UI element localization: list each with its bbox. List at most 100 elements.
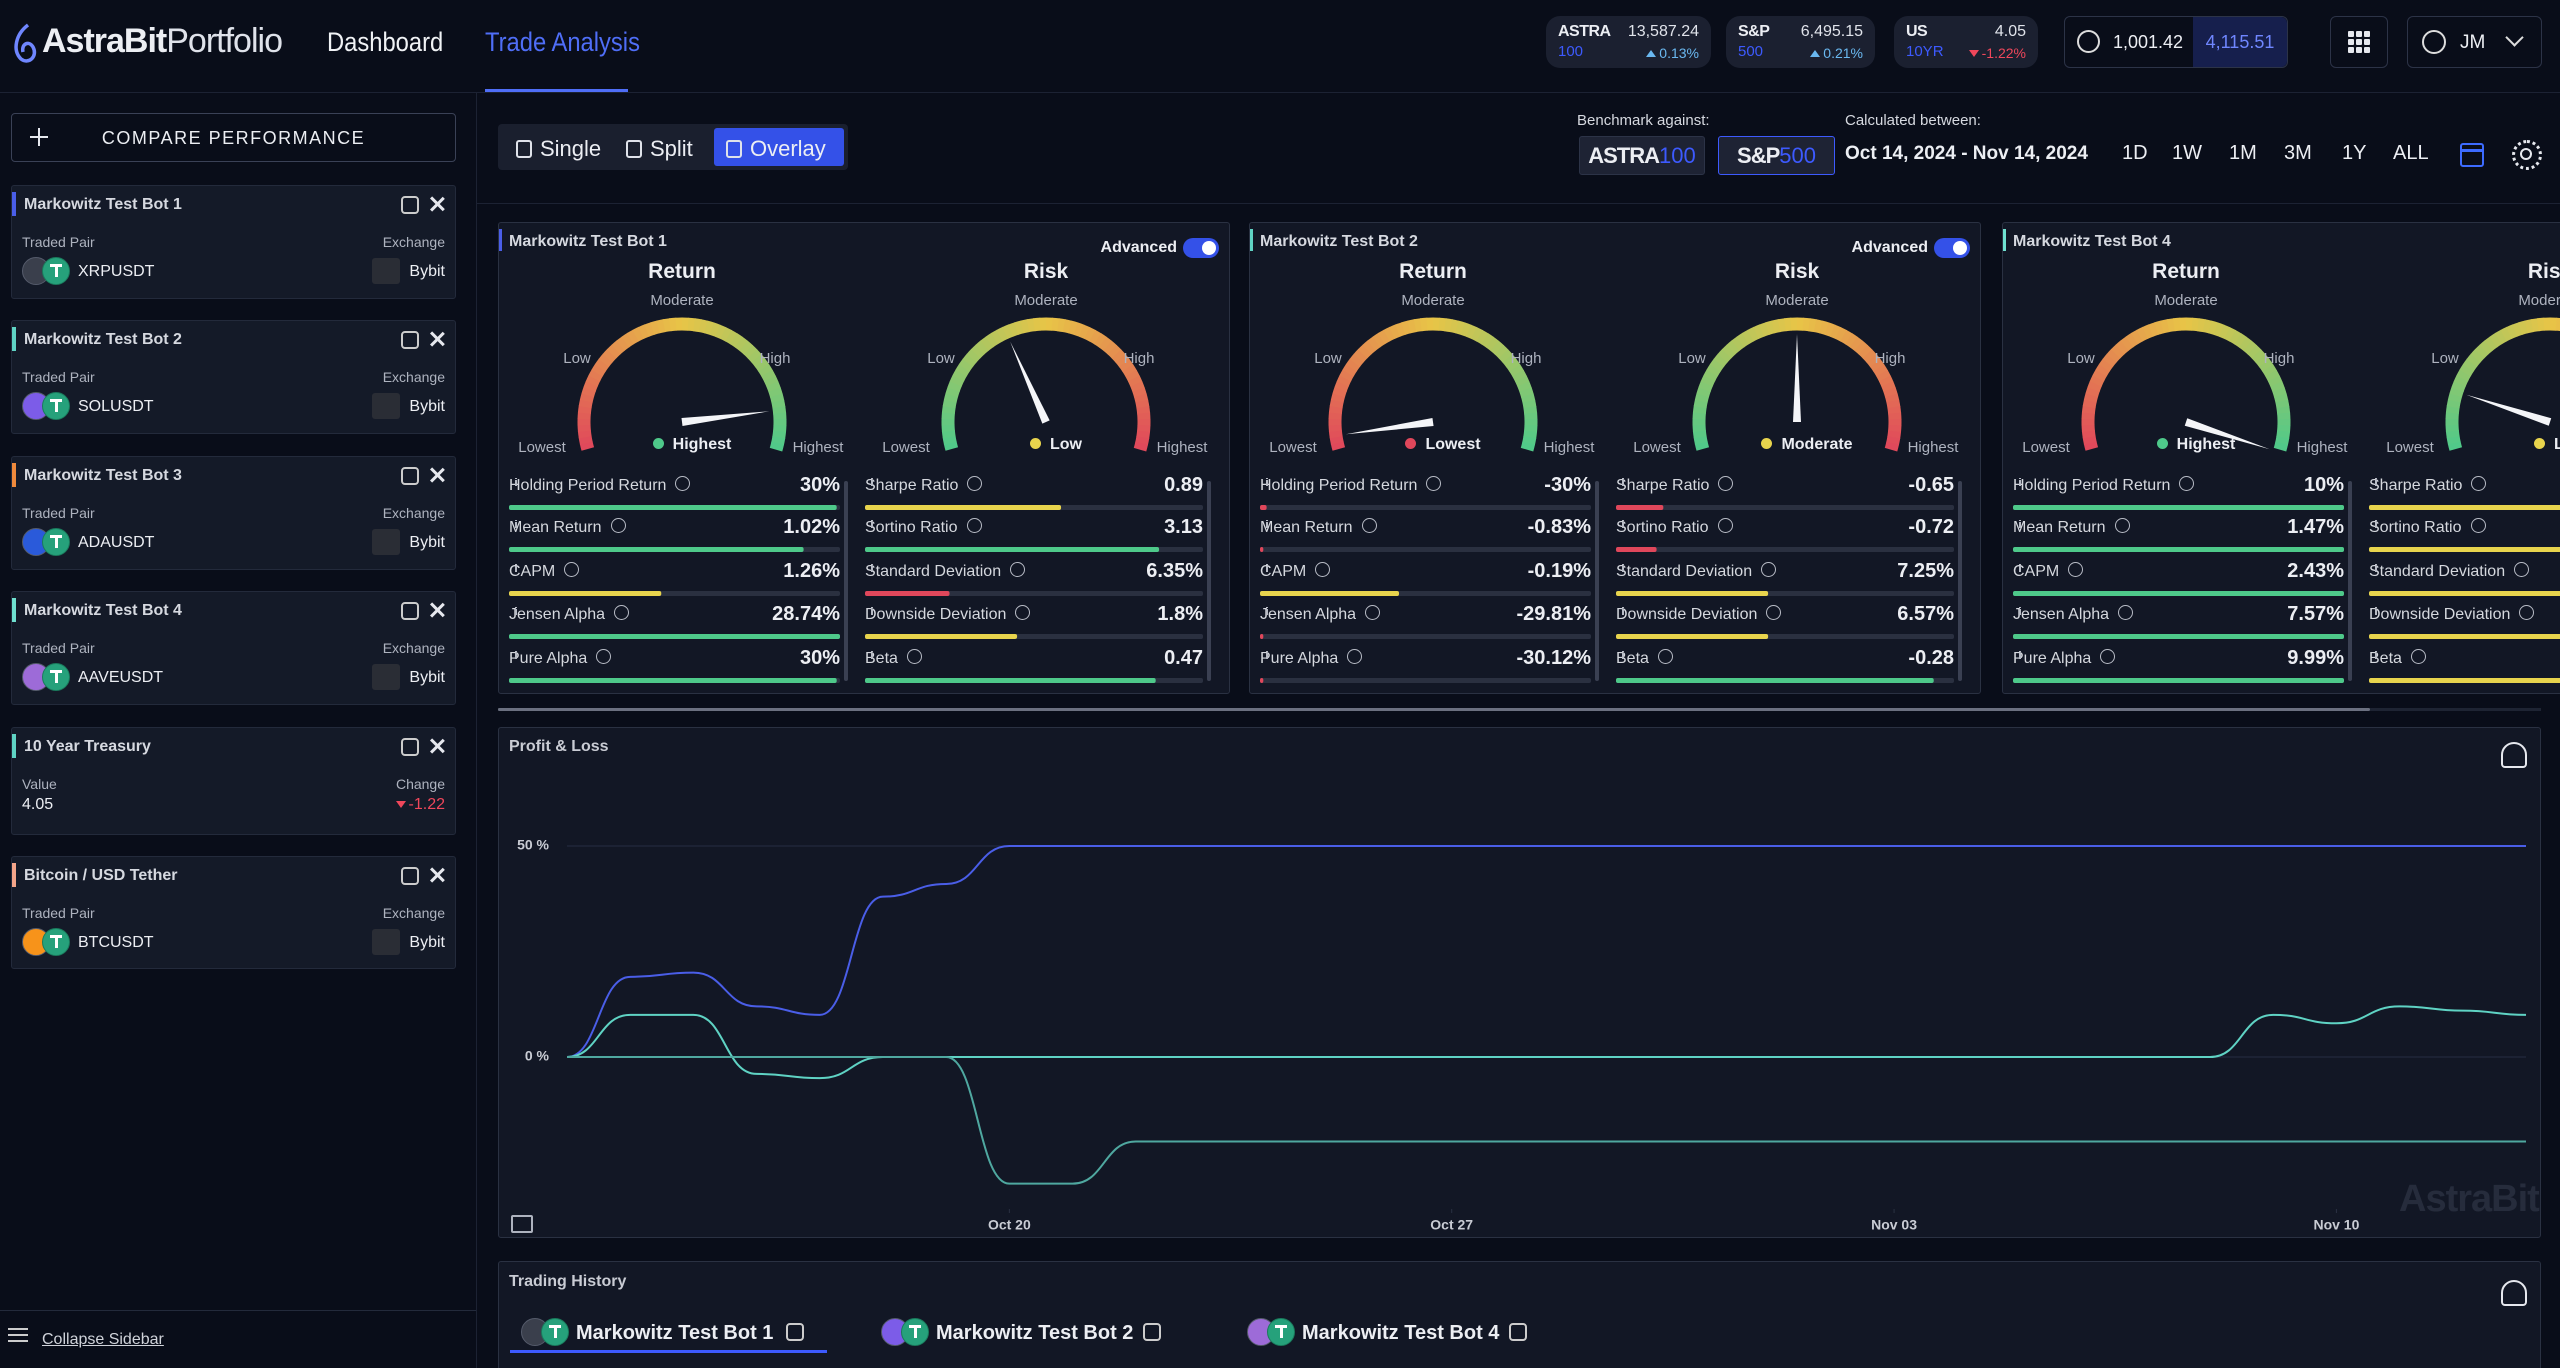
exchange: Bybit (409, 534, 445, 551)
ticker: S&P 500 6,495.15 0.21% (1726, 16, 1875, 68)
metric-value: 1.8% (1157, 603, 1203, 625)
gauge-highest: Highest (1543, 439, 1595, 456)
gauge-high: High (2263, 350, 2295, 367)
logo: AstraBitPortfolio (42, 22, 283, 61)
info-icon (1717, 518, 1733, 533)
compare-button[interactable]: COMPARE PERFORMANCE (11, 113, 456, 162)
advanced-toggle[interactable] (1183, 238, 1219, 258)
advanced-toggle[interactable] (1934, 238, 1970, 258)
benchmark-option[interactable]: ASTRA100 (1579, 136, 1705, 175)
scrollbar (1958, 481, 1962, 681)
card-action[interactable] (401, 467, 419, 485)
metric-label: Jensen Alpha (2013, 605, 2134, 624)
sidebar-card[interactable]: Markowitz Test Bot 2 Traded Pair SOLUSDT Ex… (11, 320, 456, 434)
view-button[interactable]: Overlay (714, 128, 844, 166)
add-button[interactable] (2501, 1280, 2527, 1306)
ticker-change: 0.21% (1810, 45, 1863, 61)
logo-icon (14, 23, 37, 63)
pair: BTCUSDT (78, 934, 154, 951)
metric-bar (2369, 634, 2560, 639)
reading-text: Highest (672, 436, 732, 453)
gauge-reading: Lowest (1343, 436, 1543, 454)
nav-link[interactable]: Dashboard (327, 27, 444, 57)
gauge-lowest: Lowest (1269, 439, 1317, 456)
add-button[interactable] (2501, 742, 2527, 768)
sidebar-card[interactable]: 10 Year Treasury Value 4.05 Change -1.22 (11, 727, 456, 835)
history-tab[interactable]: Markowitz Test Bot 2 (881, 1318, 1211, 1354)
card-action[interactable] (401, 196, 419, 214)
card-action[interactable] (401, 602, 419, 620)
view-button[interactable]: Split (614, 128, 710, 166)
exchange: Bybit (409, 263, 445, 280)
coin-stroke (54, 264, 58, 277)
wallet[interactable]: 1,001.42 4,115.51 (2064, 16, 2288, 68)
history-panel: Trading History Markowitz Test Bot 1 Marko… (498, 1261, 2541, 1368)
gauge-low: Low (1314, 350, 1342, 367)
metric-name: Mean Return (1260, 519, 1353, 536)
settings-button[interactable] (2512, 140, 2542, 170)
period-button[interactable]: 1W (2172, 142, 2202, 164)
user-initials: JM (2460, 32, 2486, 53)
menu-line (8, 1328, 28, 1330)
panels-strip: Markowitz Test Bot 1 Advanced Return Modera… (477, 204, 2560, 716)
card-action[interactable] (401, 331, 419, 349)
pair-label: Traded Pair (22, 640, 95, 656)
tab-label: Markowitz Test Bot 4 (1302, 1322, 1500, 1344)
ticker-name: ASTRA (1558, 23, 1611, 40)
user-menu[interactable]: JM (2407, 16, 2542, 68)
pair: SOLUSDT (78, 398, 154, 415)
metric-name: Sharpe Ratio (865, 477, 959, 494)
calendar-button[interactable] (2460, 143, 2484, 167)
gauge-needle (2184, 418, 2270, 450)
gauge-low: Low (1678, 350, 1706, 367)
metric-name: Jensen Alpha (2013, 606, 2110, 623)
metric-bar (1616, 678, 1934, 683)
sidebar-card[interactable]: Bitcoin / USD Tether Traded Pair BTCUSDT Ex… (11, 856, 456, 969)
metric-value: -30% (1544, 474, 1591, 496)
nav-link[interactable]: Trade Analysis (485, 27, 640, 57)
logo-bold: AstraBit (42, 22, 167, 60)
date-range[interactable]: Oct 14, 2024 - Nov 14, 2024 (1845, 143, 2088, 164)
ticker-name: US (1906, 23, 1928, 40)
guide-button[interactable] (511, 1215, 533, 1233)
benchmark-option[interactable]: S&P500 (1718, 136, 1835, 175)
ticker-value: 4.05 (1994, 23, 2026, 40)
period-button[interactable]: 3M (2284, 142, 2312, 164)
gauge-needle (1010, 341, 1050, 424)
sidebar-card[interactable]: Markowitz Test Bot 4 Traded Pair AAVEUSDT E… (11, 591, 456, 705)
info-icon (1761, 562, 1777, 577)
metric-label: Beta (2369, 649, 2426, 668)
period-button[interactable]: ALL (2393, 142, 2429, 164)
metric-label: Sharpe Ratio (2369, 476, 2487, 495)
metric-label: Downside Deviation (2369, 605, 2535, 624)
gauge-high: High (1874, 350, 1906, 367)
ticker: ASTRA 100 13,587.24 0.13% (1546, 16, 1711, 68)
view-button[interactable]: Single (504, 128, 608, 166)
x-tick-label: Oct 20 (988, 1217, 1031, 1233)
period-button[interactable]: 1Y (2342, 142, 2367, 164)
compare-label: COMPARE PERFORMANCE (101, 128, 366, 148)
metric-label: Pure Alpha (509, 649, 612, 668)
metric-name: Downside Deviation (1616, 606, 1758, 623)
history-tab[interactable]: Markowitz Test Bot 1 (521, 1318, 851, 1354)
period-button[interactable]: 1D (2122, 142, 2148, 164)
card-action[interactable] (401, 867, 419, 885)
apps-dot (2364, 47, 2370, 53)
metric-name: Standard Deviation (2369, 563, 2506, 580)
period-button[interactable]: 1M (2229, 142, 2257, 164)
exchange-icon (372, 529, 400, 555)
card-action[interactable] (401, 738, 419, 756)
history-tab[interactable]: Markowitz Test Bot 4 (1247, 1318, 1577, 1354)
ticker: US 10YR 4.05 -1.22% (1894, 16, 2038, 68)
sidebar-card[interactable]: Markowitz Test Bot 3 Traded Pair ADAUSDT Ex… (11, 456, 456, 570)
metric-bar (2369, 505, 2560, 510)
metric-name: Sortino Ratio (2369, 519, 2462, 536)
sidebar-card[interactable]: Markowitz Test Bot 1 Traded Pair XRPUSDT Ex… (11, 185, 456, 299)
panel-title: Markowitz Test Bot 4 (2013, 233, 2171, 250)
metric-name: Sortino Ratio (865, 519, 958, 536)
tab-label: Markowitz Test Bot 1 (576, 1322, 774, 1344)
collapse-link[interactable]: Collapse Sidebar (42, 1331, 164, 1348)
apps-button[interactable] (2330, 16, 2388, 68)
exchange-label: Exchange (382, 905, 445, 921)
info-icon (1766, 605, 1782, 620)
